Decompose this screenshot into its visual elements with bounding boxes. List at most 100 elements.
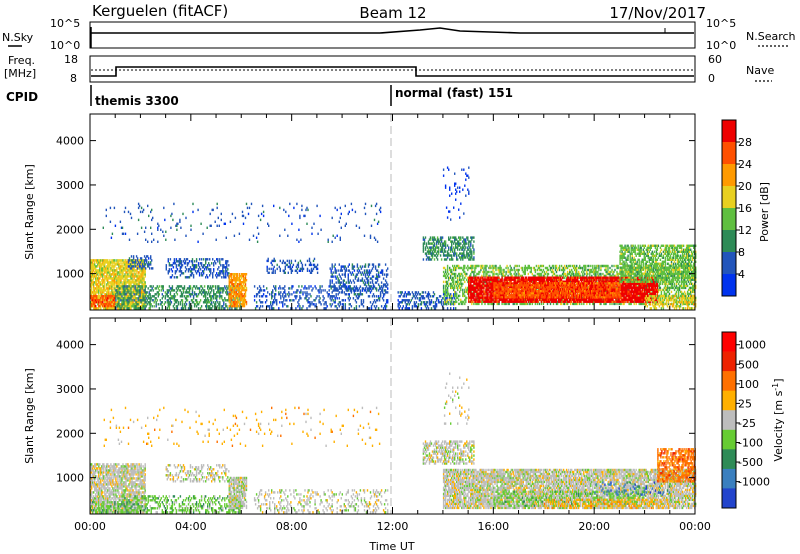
power-cell xyxy=(308,305,310,308)
power-cell xyxy=(315,305,317,308)
power-cell xyxy=(238,304,241,308)
power-cell xyxy=(212,258,214,261)
power-cell xyxy=(114,273,116,276)
power-cell xyxy=(92,267,94,270)
power-cell xyxy=(362,281,365,284)
power-cell xyxy=(106,295,108,298)
power-cell xyxy=(108,301,110,304)
power-cell xyxy=(223,301,225,304)
power-cell xyxy=(148,293,150,296)
power-cell xyxy=(215,287,217,290)
power-cell xyxy=(239,292,242,296)
power-cell xyxy=(437,250,440,253)
power-cell xyxy=(102,275,104,278)
power-cell xyxy=(191,301,194,304)
power-cell xyxy=(108,269,110,272)
power-cell xyxy=(404,307,406,310)
power-cell xyxy=(285,293,287,296)
power-cell xyxy=(186,258,189,261)
power-cell xyxy=(197,287,200,290)
power-cell xyxy=(224,285,226,288)
power-cell xyxy=(93,273,95,276)
power-cell xyxy=(400,301,402,304)
power-cell xyxy=(240,288,243,292)
power-cell xyxy=(188,291,191,294)
power-cell xyxy=(155,303,157,306)
power-cell xyxy=(413,305,416,308)
power-cell xyxy=(124,259,126,262)
power-cell xyxy=(130,285,132,288)
power-cell xyxy=(104,287,106,290)
power-cell xyxy=(102,298,104,302)
power-cell xyxy=(289,265,291,269)
power-cell xyxy=(124,285,126,288)
power-cell xyxy=(381,271,384,274)
power-cell xyxy=(340,277,342,280)
power-cell xyxy=(209,305,211,308)
power-cell xyxy=(114,265,116,268)
power-cell xyxy=(351,267,354,270)
power-cell xyxy=(116,289,118,292)
power-cell xyxy=(184,270,187,273)
power-cell xyxy=(425,254,428,257)
power-cell xyxy=(141,285,143,288)
power-cell xyxy=(236,273,239,276)
freq-line xyxy=(91,66,694,77)
power-cell xyxy=(284,291,286,294)
power-cell xyxy=(368,307,371,310)
power-cell xyxy=(95,300,97,304)
power-cell xyxy=(220,264,222,267)
power-cell xyxy=(172,297,175,300)
power-cell xyxy=(148,261,150,264)
power-cell xyxy=(334,299,336,302)
power-cell xyxy=(122,293,124,296)
power-cell xyxy=(102,289,104,292)
power-cell xyxy=(436,238,439,241)
power-cell xyxy=(367,295,370,298)
power-cell xyxy=(116,301,118,304)
power-cell xyxy=(377,265,380,268)
power-cell xyxy=(170,264,173,267)
power-cell xyxy=(176,260,179,263)
power-cell xyxy=(144,307,146,310)
power-cell xyxy=(243,277,246,280)
power-cell xyxy=(137,279,139,282)
power-cell xyxy=(174,270,177,273)
power-cell xyxy=(167,272,169,275)
power-cell xyxy=(454,297,456,300)
power-cell xyxy=(151,295,153,298)
power-cell xyxy=(426,293,429,296)
power-cell xyxy=(331,297,333,300)
power-cell xyxy=(158,285,160,288)
power-cell xyxy=(437,299,440,302)
power-cell xyxy=(138,259,140,262)
power-cell xyxy=(382,293,385,296)
power-cell xyxy=(350,287,353,290)
power-cell xyxy=(291,293,293,296)
power-cell xyxy=(333,301,335,304)
power-cell xyxy=(352,265,355,268)
power-cell xyxy=(169,258,172,261)
power-cell xyxy=(534,268,537,272)
power-cell xyxy=(180,299,183,302)
power-cell xyxy=(157,291,159,294)
power-cell xyxy=(234,290,237,294)
power-cell xyxy=(404,291,406,294)
power-cell xyxy=(140,301,142,304)
power-cell xyxy=(385,275,388,278)
power-cell xyxy=(208,291,210,294)
power-cell xyxy=(271,259,273,263)
power-cell xyxy=(342,285,344,288)
power-cell xyxy=(140,299,142,302)
power-cell xyxy=(443,250,446,253)
power-cell xyxy=(107,304,109,308)
power-cell xyxy=(243,273,246,276)
power-cell xyxy=(136,275,138,278)
power-cell xyxy=(107,259,109,262)
power-cell xyxy=(235,290,238,294)
power-cell xyxy=(97,307,99,310)
power-cell xyxy=(213,270,215,273)
power-cell xyxy=(360,303,363,306)
power-cell xyxy=(135,271,137,274)
power-cell xyxy=(112,283,114,286)
